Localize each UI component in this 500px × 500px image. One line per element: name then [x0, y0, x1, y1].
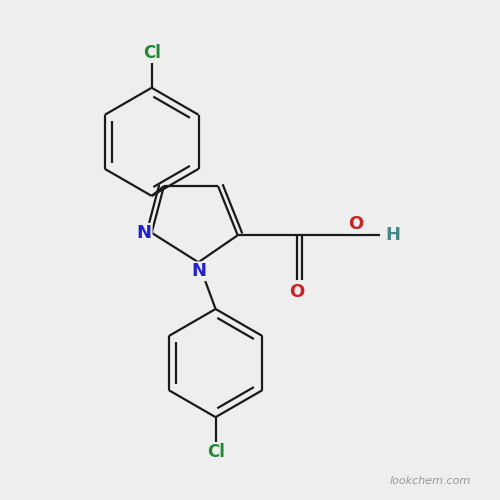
- Text: Cl: Cl: [142, 44, 160, 62]
- Text: H: H: [385, 226, 400, 244]
- Text: Cl: Cl: [206, 442, 224, 460]
- Text: N: N: [191, 262, 206, 280]
- Text: lookchem.com: lookchem.com: [390, 476, 471, 486]
- Text: O: O: [289, 284, 304, 302]
- Text: O: O: [348, 215, 364, 233]
- Text: N: N: [136, 224, 152, 242]
